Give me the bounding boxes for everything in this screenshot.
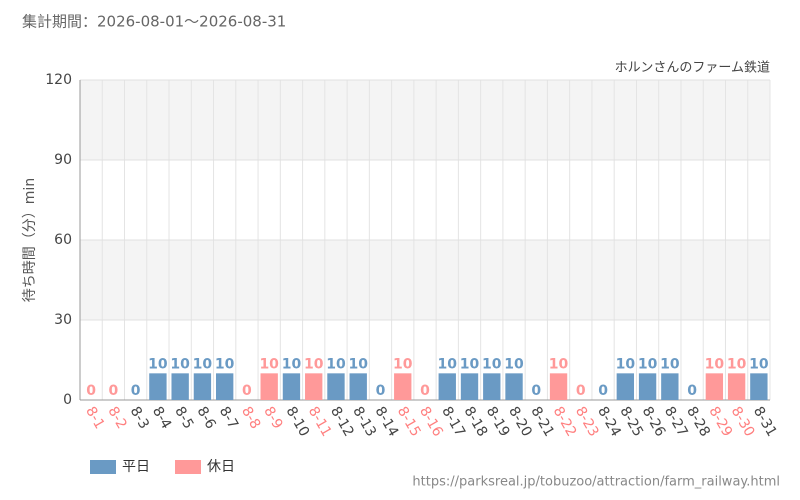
x-tick-label: 8-31: [750, 404, 780, 440]
bar: [305, 373, 323, 400]
y-tick-label: 30: [54, 312, 72, 328]
data-label: 0: [376, 383, 386, 399]
bar: [327, 373, 345, 400]
x-tick-label: 8-2: [104, 404, 129, 432]
y-tick-label: 90: [54, 152, 72, 168]
data-label: 10: [705, 356, 725, 372]
data-label: 10: [348, 356, 368, 372]
chart-subtitle: ホルンさんのファーム鉄道: [615, 61, 770, 76]
data-label: 10: [482, 356, 502, 372]
legend-swatch: [175, 460, 201, 474]
data-label: 10: [438, 356, 458, 372]
x-tick-label: 8-9: [260, 404, 285, 432]
data-label: 0: [531, 383, 541, 399]
bar: [505, 373, 523, 400]
x-tick-label: 8-1: [82, 404, 107, 432]
bar: [260, 373, 278, 400]
data-label: 0: [86, 383, 96, 399]
data-label: 0: [576, 383, 586, 399]
data-label: 10: [660, 356, 680, 372]
data-label: 10: [504, 356, 524, 372]
data-label: 10: [616, 356, 636, 372]
data-label: 10: [170, 356, 190, 372]
bar: [282, 373, 301, 400]
bar: [483, 373, 501, 400]
bar: [149, 373, 167, 400]
bar: [349, 373, 367, 400]
bar: [460, 373, 479, 400]
data-label: 10: [460, 356, 480, 372]
data-label: 10: [727, 356, 747, 372]
data-label: 0: [131, 383, 141, 399]
data-label: 0: [109, 383, 119, 399]
data-label: 10: [638, 356, 658, 372]
data-label: 0: [598, 383, 608, 399]
bar: [193, 373, 212, 400]
y-axis-label: 待ち時間（分）min: [22, 178, 38, 302]
bar: [438, 373, 456, 400]
x-tick-label: 8-7: [216, 404, 241, 432]
x-tick-label: 8-8: [238, 404, 263, 432]
legend-label: 休日: [207, 459, 235, 475]
data-label: 10: [393, 356, 413, 372]
chart-title: 集計期間：2026-08-01～2026-08-31: [22, 13, 286, 31]
x-tick-label: 8-5: [171, 404, 196, 432]
bar: [616, 373, 635, 400]
y-tick-label: 60: [54, 232, 72, 248]
data-label: 0: [242, 383, 252, 399]
data-label: 10: [193, 356, 213, 372]
x-tick-label: 8-6: [193, 404, 218, 432]
bar: [638, 373, 657, 400]
data-label: 10: [749, 356, 769, 372]
data-label: 10: [259, 356, 279, 372]
y-tick-label: 0: [63, 392, 72, 408]
legend-label: 平日: [122, 459, 150, 475]
grid-band: [80, 240, 770, 320]
data-label: 10: [148, 356, 168, 372]
bar: [727, 373, 746, 400]
bar: [394, 373, 412, 400]
x-tick-label: 8-4: [149, 404, 174, 432]
legend-swatch: [90, 460, 116, 474]
bar: [705, 373, 724, 400]
data-label: 10: [326, 356, 346, 372]
grid-band: [80, 80, 770, 160]
data-label: 10: [215, 356, 235, 372]
bar: [750, 373, 768, 400]
bar: [171, 373, 189, 400]
data-label: 10: [549, 356, 569, 372]
y-tick-label: 120: [45, 72, 72, 88]
data-label: 0: [687, 383, 697, 399]
bar: [549, 373, 568, 400]
data-label: 10: [282, 356, 302, 372]
data-label: 10: [304, 356, 324, 372]
x-tick-label: 8-3: [127, 404, 152, 432]
data-label: 0: [420, 383, 430, 399]
bar: [661, 373, 679, 400]
source-url: https://parksreal.jp/tobuzoo/attraction/…: [412, 475, 780, 490]
bar: [215, 373, 234, 400]
